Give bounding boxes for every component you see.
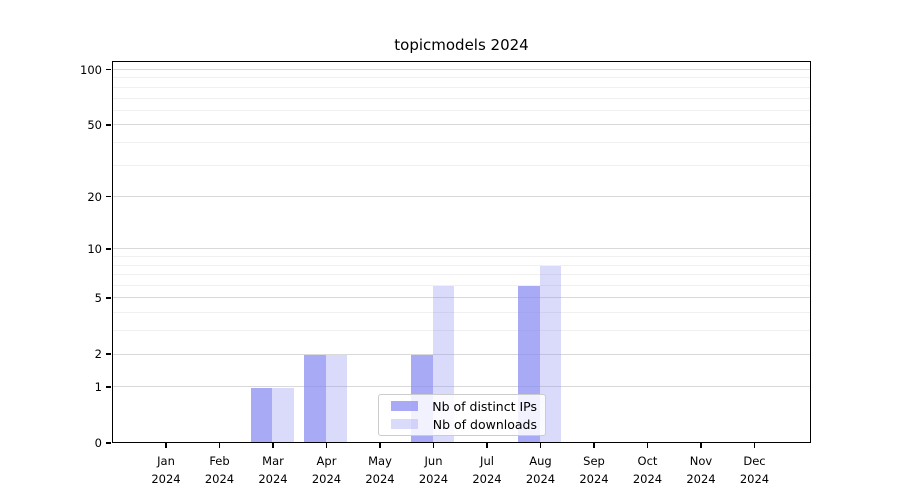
gridline-minor-8 (113, 264, 810, 266)
x-tick-label-feb: Feb 2024 (204, 454, 235, 486)
gridline-major-100 (113, 69, 810, 71)
gridline-minor-90 (113, 77, 810, 79)
chart-title: topicmodels 2024 (394, 36, 529, 54)
y-tick-1 (106, 386, 111, 388)
legend-item-distinct-ips: Nb of distinct IPs (391, 399, 537, 414)
x-tick-mar (272, 443, 274, 448)
legend: Nb of distinct IPs Nb of downloads (378, 394, 546, 436)
y-tick-label-100: 100 (80, 62, 102, 77)
gridline-minor-40 (113, 141, 810, 143)
x-tick-label-jan: Jan 2024 (151, 454, 181, 486)
x-tick-label-nov: Nov 2024 (686, 454, 716, 486)
x-tick-label-dec: Dec 2024 (739, 454, 770, 486)
y-tick-label-10: 10 (87, 242, 102, 256)
y-tick-100 (106, 68, 111, 71)
y-tick-label-0: 0 (94, 436, 102, 450)
gridline-major-2 (113, 353, 810, 355)
x-tick-jun (432, 443, 435, 448)
x-tick-aug (539, 443, 542, 448)
y-tick-label-2: 2 (94, 347, 102, 362)
legend-label-distinct-ips: Nb of distinct IPs (432, 398, 537, 414)
x-tick-label-mar: Mar 2024 (258, 454, 288, 486)
y-tick-10 (106, 248, 111, 250)
gridline-major-5 (113, 297, 810, 299)
x-tick-sep (593, 443, 595, 448)
legend-item-downloads: Nb of downloads (391, 417, 537, 432)
x-tick-dec (753, 443, 756, 448)
x-tick-oct (646, 443, 649, 448)
y-tick-label-1: 1 (94, 379, 102, 394)
x-tick-nov (700, 443, 702, 448)
x-tick-label-aug: Aug 2024 (525, 454, 556, 486)
gridline-minor-30 (113, 164, 810, 166)
y-tick-2 (106, 353, 111, 355)
gridline-minor-6 (113, 284, 810, 286)
y-tick-0 (106, 442, 111, 444)
gridline-major-50 (113, 124, 810, 126)
x-tick-label-may: May 2024 (365, 454, 395, 486)
y-tick-label-20: 20 (87, 189, 102, 204)
x-tick-jan (165, 443, 167, 448)
gridline-major-10 (113, 248, 810, 250)
x-tick-feb (218, 443, 221, 448)
x-tick-may (379, 443, 381, 448)
y-tick-20 (106, 195, 111, 198)
x-tick-label-jul: Jul 2024 (472, 454, 502, 486)
y-tick-50 (106, 124, 111, 126)
x-tick-apr (325, 443, 328, 448)
x-tick-label-jun: Jun 2024 (418, 454, 449, 486)
gridline-minor-4 (113, 312, 810, 314)
gridline-minor-80 (113, 86, 810, 88)
x-tick-jul (486, 443, 488, 448)
bar-downloads-mar (272, 387, 294, 442)
legend-swatch-downloads (391, 419, 418, 429)
x-tick-label-sep: Sep 2024 (579, 454, 609, 486)
x-tick-label-apr: Apr 2024 (311, 454, 342, 486)
legend-swatch-distinct-ips (391, 401, 418, 411)
gridline-minor-60 (113, 109, 810, 111)
legend-label-downloads: Nb of downloads (432, 416, 537, 432)
gridline-major-1 (113, 386, 810, 388)
plot-area (112, 61, 811, 443)
y-tick-label-5: 5 (94, 291, 102, 306)
bar-ips-mar (250, 387, 273, 442)
x-tick-label-oct: Oct 2024 (632, 454, 663, 486)
bar-downloads-apr (325, 354, 348, 442)
gridline-major-20 (113, 196, 810, 198)
gridline-minor-7 (113, 274, 810, 276)
y-tick-label-50: 50 (87, 117, 102, 132)
gridline-minor-9 (113, 256, 810, 258)
bar-ips-apr (304, 354, 326, 442)
gridline-minor-70 (113, 97, 810, 99)
gridline-minor-3 (113, 330, 810, 332)
y-tick-5 (106, 297, 111, 299)
